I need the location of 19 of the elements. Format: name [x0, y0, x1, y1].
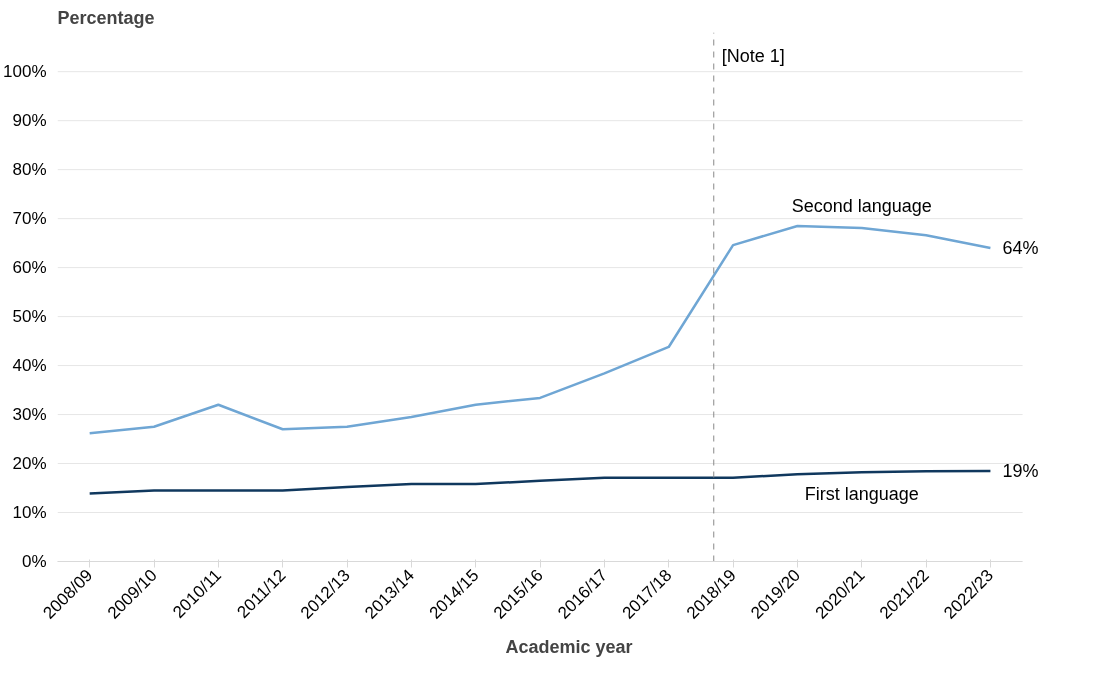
y-tick-label: 30% — [12, 405, 47, 425]
y-tick-label: 40% — [12, 356, 47, 376]
y-tick-label: 70% — [12, 209, 47, 229]
y-tick-label: 100% — [3, 62, 47, 82]
y-tick-label: 20% — [12, 454, 47, 474]
series-label: Second language — [791, 195, 932, 216]
data-label: 19% — [1002, 460, 1039, 481]
x-axis-title: Academic year — [505, 637, 633, 658]
y-tick-label: 50% — [12, 307, 47, 327]
y-tick-label: 0% — [21, 552, 47, 571]
y-tick-label: 90% — [12, 111, 47, 131]
y-tick-label: 80% — [12, 160, 47, 180]
ref-line-label: [Note 1] — [721, 45, 785, 66]
series-label: First language — [804, 484, 919, 505]
y-tick-label: 10% — [12, 503, 47, 523]
data-label: 64% — [1002, 238, 1039, 259]
y-axis-title: Percentage — [57, 7, 155, 28]
y-tick-label: 60% — [12, 258, 47, 278]
line-series — [88, 224, 992, 435]
